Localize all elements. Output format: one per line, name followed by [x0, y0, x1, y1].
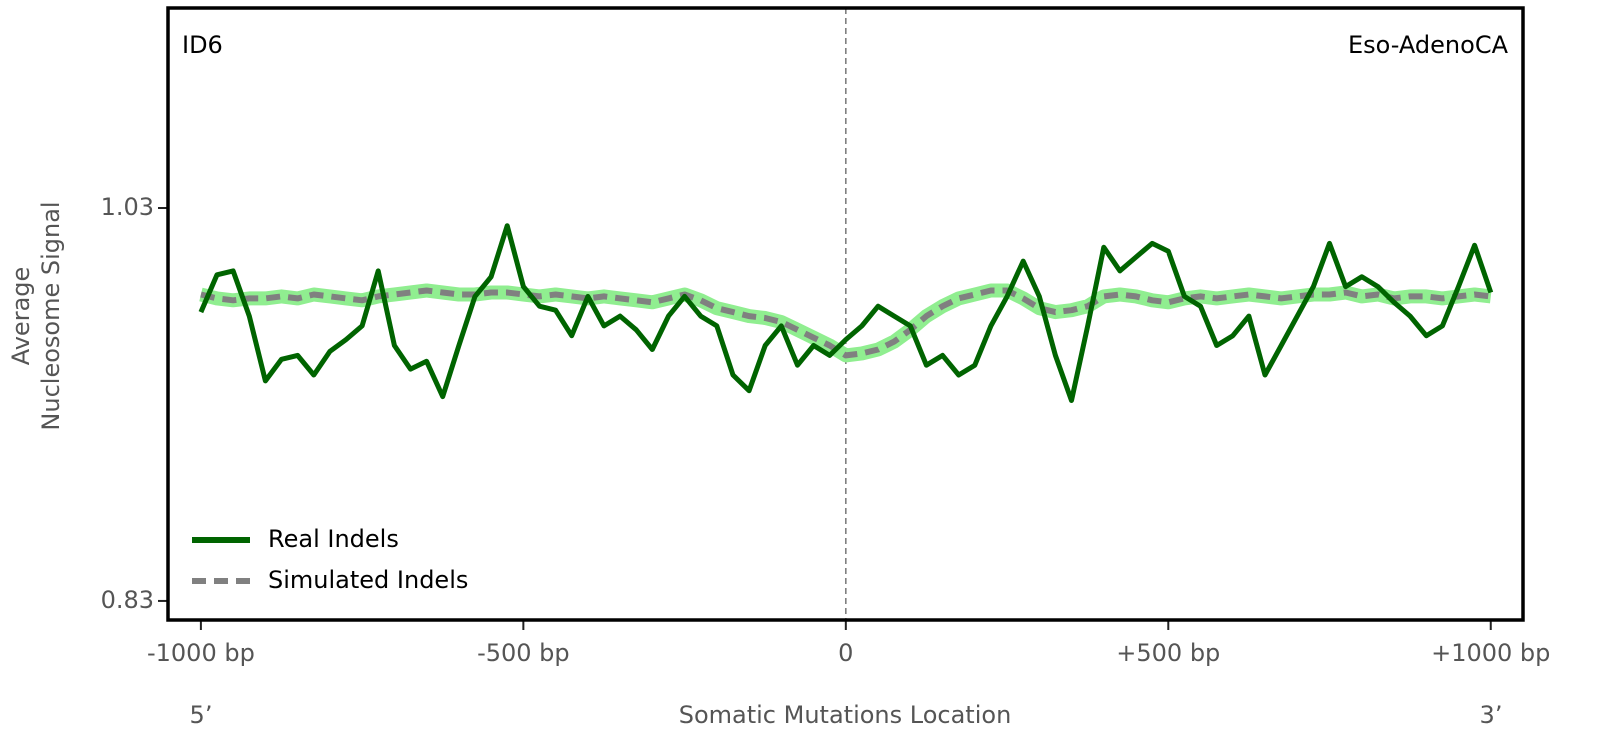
five-prime: 5’ — [190, 701, 213, 729]
y-tick-label: 1.03 — [101, 193, 154, 221]
plot-frame — [166, 6, 1525, 622]
x-tick-label: +500 bp — [1116, 639, 1220, 667]
legend-label: Simulated Indels — [268, 566, 468, 594]
x-tick-label: 0 — [838, 639, 853, 667]
y-axis-label: Average — [7, 267, 35, 366]
three-prime: 3’ — [1480, 701, 1503, 729]
x-tick-label: -1000 bp — [147, 639, 255, 667]
x-axis-label: Somatic Mutations Location — [679, 701, 1012, 729]
x-tick-label: -500 bp — [477, 639, 570, 667]
id-label: ID6 — [182, 31, 223, 59]
cancer-label: Eso-AdenoCA — [1348, 31, 1509, 59]
x-tick-label: +1000 bp — [1431, 639, 1550, 667]
series-line — [198, 223, 1494, 403]
y-axis-label: Nucleosome Signal — [37, 201, 65, 430]
y-tick-label: 0.83 — [101, 586, 154, 614]
legend-label: Real Indels — [268, 525, 399, 553]
series-line — [200, 287, 1492, 359]
